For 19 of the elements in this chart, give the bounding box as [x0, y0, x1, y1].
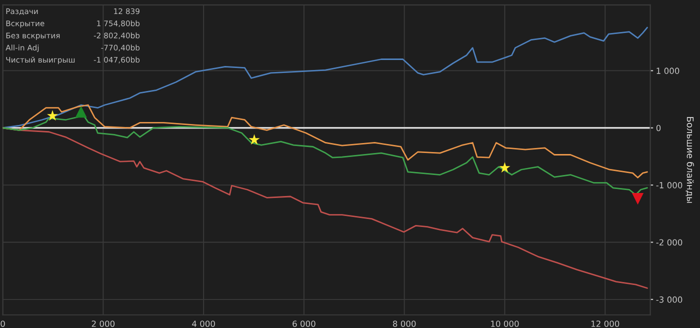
- x-tick-label: 6 000: [292, 320, 316, 327]
- y-axis-title: Большие блайнды: [686, 117, 694, 203]
- point: [499, 162, 510, 173]
- y-tick-label: -3 000: [656, 296, 682, 303]
- x-tick-label: 10 000: [491, 320, 519, 327]
- y-tick-label: 0: [656, 124, 661, 132]
- point: [46, 110, 58, 121]
- line-series: [2, 26, 648, 129]
- x-tick-label: 2 000: [92, 320, 115, 327]
- x-tick-label: 0: [0, 320, 5, 327]
- point: [248, 134, 260, 145]
- y-tick-label: -1 000: [656, 182, 682, 188]
- x-tick-label: 4 000: [192, 320, 215, 327]
- y-tick-label: 1 000: [656, 68, 680, 74]
- x-tick-label: 12 000: [591, 320, 620, 327]
- point: [632, 192, 644, 205]
- y-tick-label: -2 000: [656, 239, 682, 246]
- x-tick-label: 8 000: [392, 320, 416, 327]
- point: [75, 106, 87, 118]
